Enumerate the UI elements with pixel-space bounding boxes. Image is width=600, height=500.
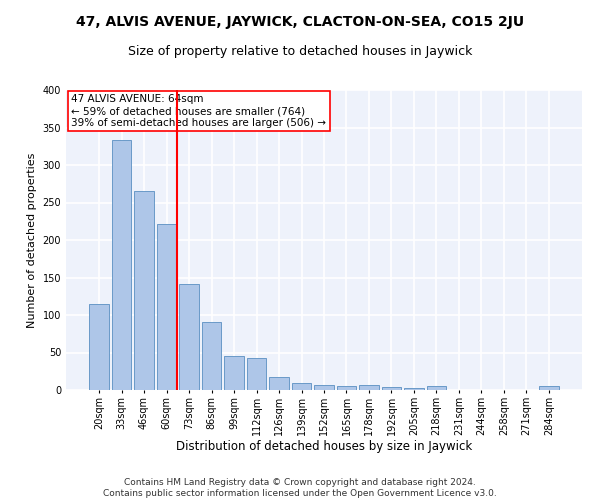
X-axis label: Distribution of detached houses by size in Jaywick: Distribution of detached houses by size … — [176, 440, 472, 454]
Bar — [202, 322, 221, 390]
Bar — [269, 377, 289, 390]
Text: 47 ALVIS AVENUE: 64sqm
← 59% of detached houses are smaller (764)
39% of semi-de: 47 ALVIS AVENUE: 64sqm ← 59% of detached… — [71, 94, 326, 128]
Text: 47, ALVIS AVENUE, JAYWICK, CLACTON-ON-SEA, CO15 2JU: 47, ALVIS AVENUE, JAYWICK, CLACTON-ON-SE… — [76, 15, 524, 29]
Bar — [314, 385, 334, 390]
Bar — [179, 284, 199, 390]
Bar — [382, 387, 401, 390]
Bar — [427, 386, 446, 390]
Bar — [337, 386, 356, 390]
Bar — [539, 386, 559, 390]
Bar — [359, 385, 379, 390]
Bar — [89, 304, 109, 390]
Text: Size of property relative to detached houses in Jaywick: Size of property relative to detached ho… — [128, 45, 472, 58]
Y-axis label: Number of detached properties: Number of detached properties — [27, 152, 37, 328]
Bar — [134, 191, 154, 390]
Text: Contains HM Land Registry data © Crown copyright and database right 2024.
Contai: Contains HM Land Registry data © Crown c… — [103, 478, 497, 498]
Bar — [224, 356, 244, 390]
Bar — [157, 224, 176, 390]
Bar — [247, 358, 266, 390]
Bar — [292, 382, 311, 390]
Bar — [112, 140, 131, 390]
Bar — [404, 388, 424, 390]
